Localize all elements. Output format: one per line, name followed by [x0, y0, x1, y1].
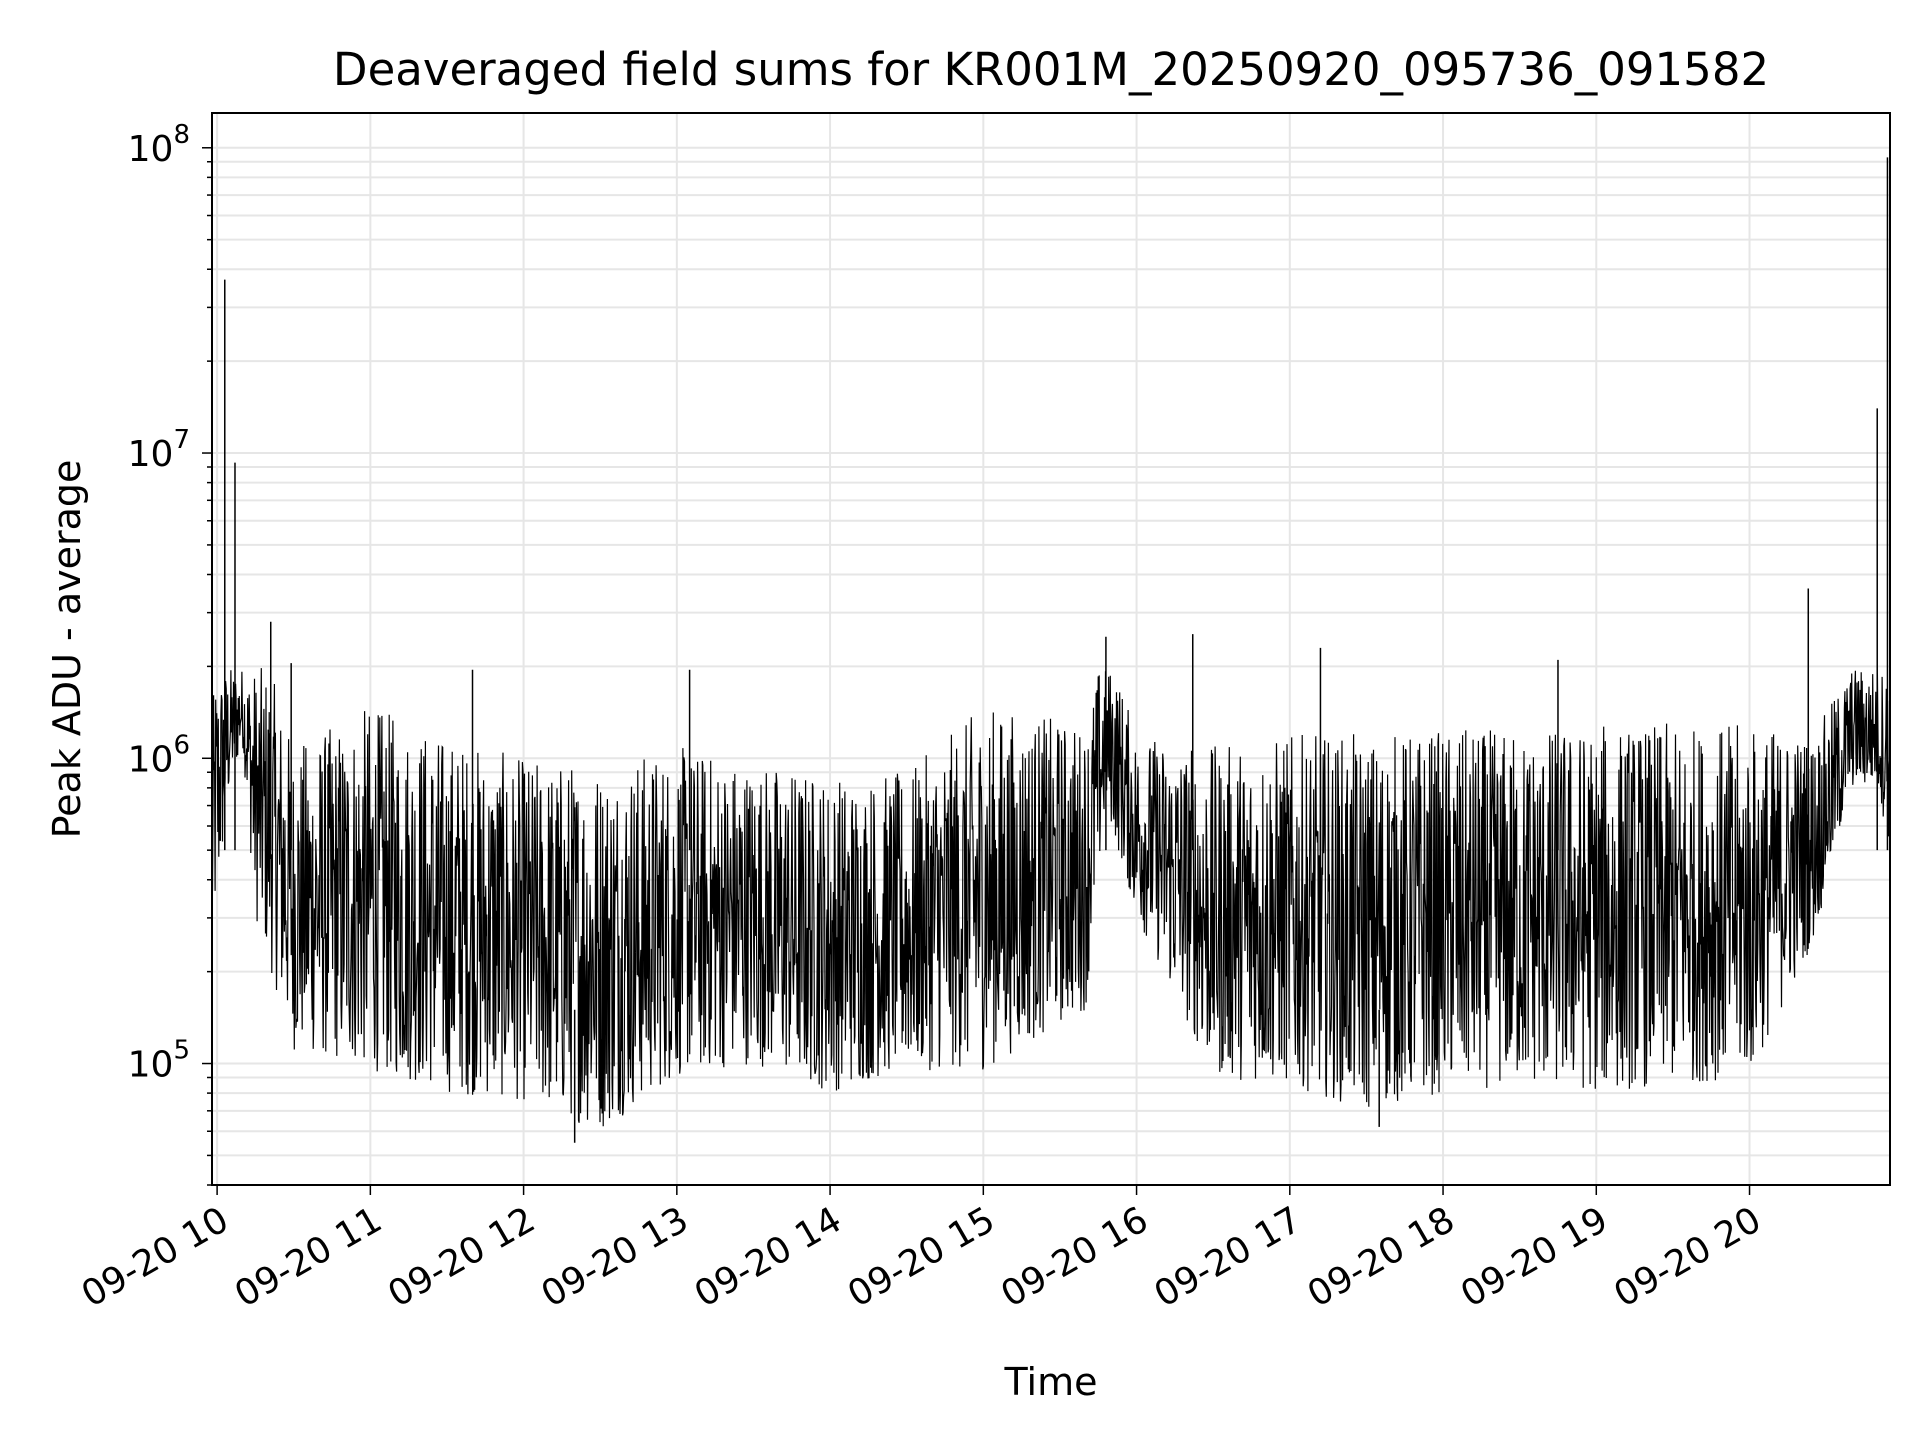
y-tick-base: 10: [128, 739, 174, 780]
y-tick-exponent: 5: [173, 1036, 190, 1066]
y-tick-exponent: 6: [173, 730, 190, 760]
data-series: [211, 157, 1891, 1143]
y-tick-label: 106: [128, 730, 190, 780]
x-axis-label: Time: [1004, 1360, 1098, 1404]
y-tick-label: 105: [128, 1036, 190, 1086]
y-tick-base: 10: [128, 129, 174, 170]
y-tick-label: 108: [128, 120, 190, 170]
series-line: [211, 668, 1891, 1127]
y-tick-base: 10: [128, 434, 174, 475]
y-tick-exponent: 8: [173, 120, 190, 150]
y-tick-exponent: 7: [173, 425, 190, 455]
y-tick-base: 10: [128, 1045, 174, 1086]
y-tick-label: 107: [128, 425, 190, 475]
chart-title: Deaveraged field sums for KR001M_2025092…: [333, 43, 1769, 96]
plot-frame: [211, 112, 1891, 1186]
y-axis-label: Peak ADU - average: [45, 460, 89, 839]
